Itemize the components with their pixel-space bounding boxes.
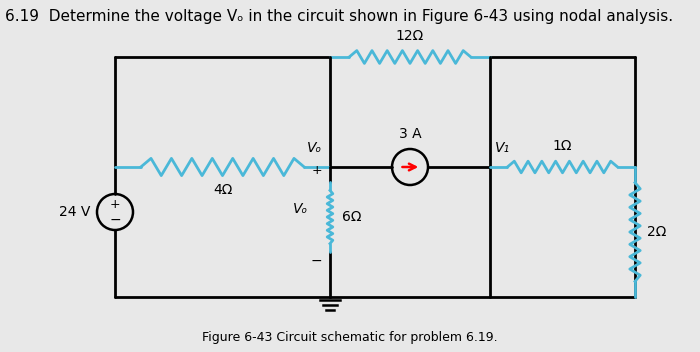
Text: +: + (312, 164, 322, 177)
Text: 3 A: 3 A (399, 127, 421, 141)
Text: 24 V: 24 V (59, 205, 90, 219)
Text: 12Ω: 12Ω (396, 29, 424, 43)
Text: −: − (310, 254, 322, 268)
Text: 1Ω: 1Ω (553, 139, 573, 153)
Text: Figure 6-43 Circuit schematic for problem 6.19.: Figure 6-43 Circuit schematic for proble… (202, 331, 498, 344)
Text: +: + (110, 198, 120, 211)
Text: 6.19  Determine the voltage Vₒ in the circuit shown in Figure 6-43 using nodal a: 6.19 Determine the voltage Vₒ in the cir… (5, 9, 673, 24)
Text: 2Ω: 2Ω (647, 225, 666, 239)
Text: Vₒ: Vₒ (293, 202, 308, 216)
Text: 4Ω: 4Ω (213, 183, 232, 197)
Text: Vₒ: Vₒ (307, 141, 322, 155)
Text: −: − (109, 213, 121, 227)
Text: 6Ω: 6Ω (342, 210, 361, 224)
Text: V₁: V₁ (495, 141, 510, 155)
